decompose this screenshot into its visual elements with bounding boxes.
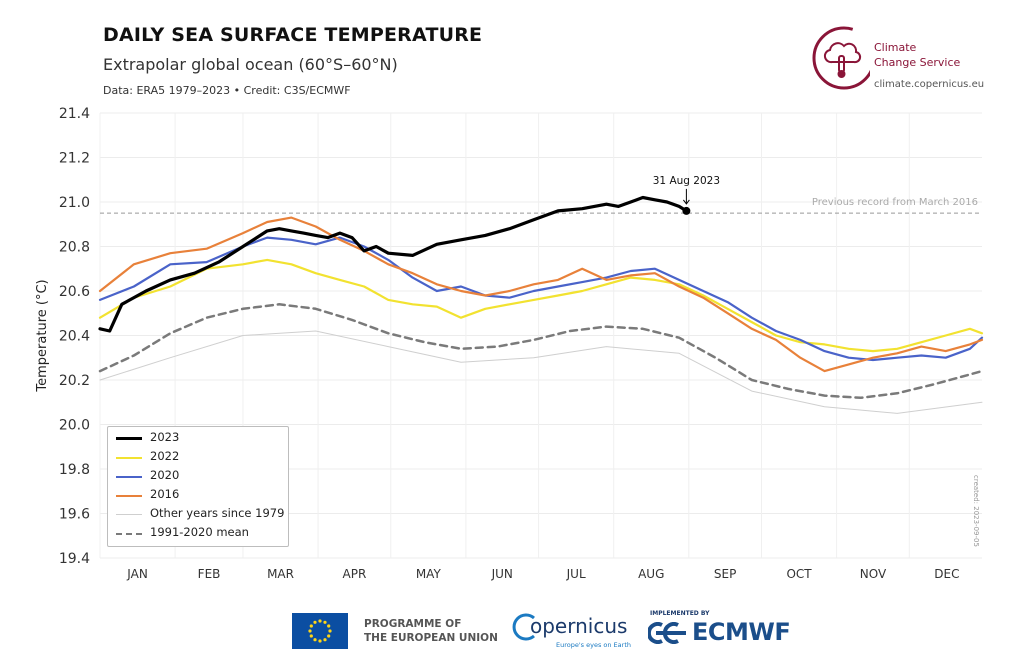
created-note: created: 2023-09-05 (972, 475, 980, 547)
eu-text-line2: THE EUROPEAN UNION (364, 632, 498, 644)
legend-label-2016: 2016 (150, 487, 180, 501)
x-tick-label: JUL (566, 567, 586, 581)
y-tick-label: 21.0 (59, 195, 90, 211)
eu-text-line1: PROGRAMME OF (364, 618, 462, 630)
sst-line-chart: 19.4 19.6 19.8 20.0 20.2 20.4 20.6 20.8 21.0 21.2… (35, 106, 984, 581)
series-line-2020 (98, 236, 984, 362)
annotation-label: 31 Aug 2023 (653, 175, 720, 187)
legend-swatch-other-years (116, 514, 142, 515)
eu-stars-icon (308, 619, 332, 643)
copernicus-c-icon (512, 613, 535, 641)
x-tick-label: MAR (267, 567, 294, 581)
x-tick-label: NOV (860, 567, 887, 581)
y-tick-label: 20.0 (59, 418, 90, 434)
x-tick-label: MAY (416, 567, 442, 581)
copernicus-logo-text: opernicus (530, 614, 628, 638)
series-line-other-years-since-1979 (99, 330, 983, 414)
x-tick-label: SEP (714, 567, 736, 581)
y-tick-label: 20.6 (59, 284, 90, 300)
y-tick-label: 20.8 (59, 240, 90, 256)
ecmwf-emblem-icon (648, 622, 686, 644)
previous-record-label: Previous record from March 2016 (812, 197, 978, 208)
y-axis-label: Temperature (°C) (35, 279, 50, 392)
chart-title: DAILY SEA SURFACE TEMPERATURE (103, 24, 483, 46)
x-tick-label: JAN (126, 567, 148, 581)
series-line-2023 (98, 195, 688, 333)
legend-swatch-mean (116, 533, 142, 535)
y-tick-label: 20.4 (59, 329, 90, 345)
legend-label-mean: 1991-2020 mean (150, 525, 249, 539)
brand-name: Climate Change Service (874, 40, 994, 70)
y-tick-label: 19.8 (59, 462, 90, 478)
eu-programme-text: PROGRAMME OF THE EUROPEAN UNION (364, 617, 498, 645)
implemented-by-label: IMPLEMENTED BY (650, 610, 710, 617)
x-tick-label: FEB (198, 567, 221, 581)
series-line-2022 (98, 258, 984, 353)
chart-subtitle: Extrapolar global ocean (60°S–60°N) (103, 55, 398, 74)
chart-legend: 2023 2022 2020 2016 Other years since 19… (107, 426, 289, 547)
x-tick-label: DEC (934, 567, 959, 581)
y-tick-label: 21.2 (59, 151, 90, 167)
annotation-arrowhead (682, 199, 690, 205)
series-line-2016 (98, 216, 984, 373)
series-line-1991-2020-mean (98, 303, 984, 400)
legend-swatch-2022 (116, 457, 142, 459)
brand-name-line2: Change Service (874, 56, 961, 69)
y-tick-label: 20.2 (59, 373, 90, 389)
brand-url[interactable]: climate.copernicus.eu (874, 79, 985, 90)
c3s-logo: Climate Change Service climate.copernicu… (808, 22, 1008, 102)
legend-label-other-years: Other years since 1979 (150, 506, 285, 520)
y-tick-label: 19.4 (59, 551, 90, 567)
y-tick-label: 19.6 (59, 507, 90, 523)
legend-swatch-2016 (116, 495, 142, 497)
legend-swatch-2023 (116, 437, 142, 440)
eu-flag-icon (292, 613, 348, 649)
x-tick-label: JUN (491, 567, 513, 581)
legend-label-2023: 2023 (150, 430, 180, 444)
legend-swatch-2020 (116, 476, 142, 478)
x-tick-label: OCT (786, 567, 812, 581)
x-tick-label: APR (343, 567, 367, 581)
ecmwf-logo-text: ECMWF (692, 618, 791, 646)
legend-label-2020: 2020 (150, 468, 180, 482)
endpoint-marker-2023 (682, 206, 691, 215)
y-tick-label: 21.4 (59, 106, 90, 122)
brand-name-line1: Climate (874, 41, 917, 54)
data-credit: Data: ERA5 1979–2023 • Credit: C3S/ECMWF (103, 84, 351, 97)
legend-label-2022: 2022 (150, 449, 180, 463)
copernicus-tagline: Europe's eyes on Earth (556, 641, 631, 649)
x-tick-label: AUG (638, 567, 664, 581)
footer-logos: PROGRAMME OF THE EUROPEAN UNION opernicu… (0, 600, 1024, 660)
